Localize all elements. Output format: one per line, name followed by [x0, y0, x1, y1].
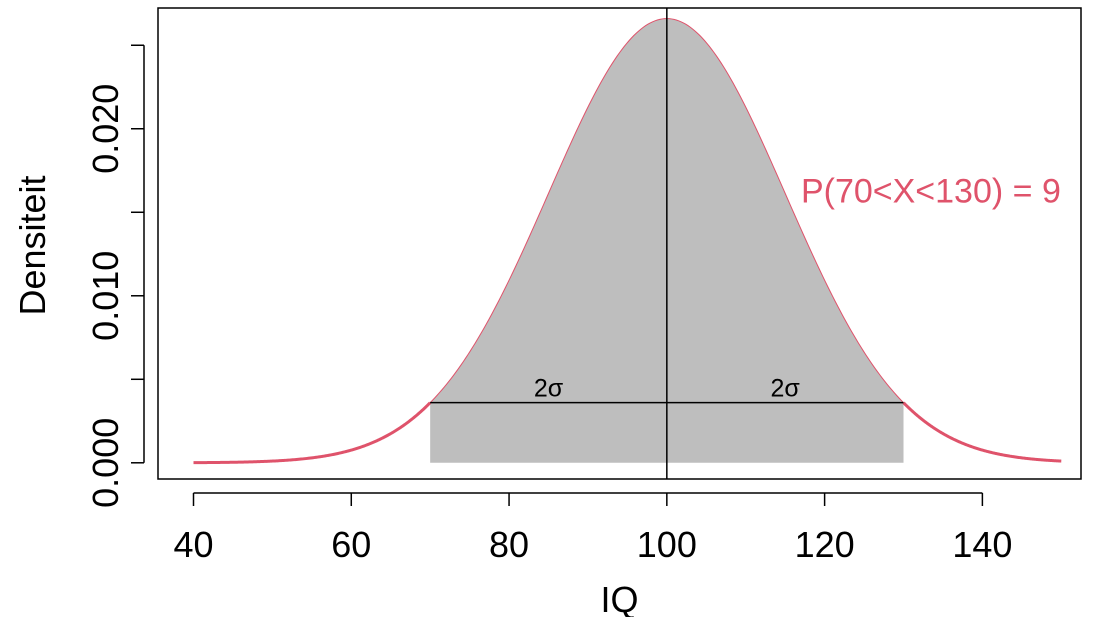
x-tick-label: 60 [331, 524, 371, 565]
y-tick-label: 0.000 [85, 418, 126, 508]
probability-label: P(70<X<130) = 9 [801, 173, 1061, 211]
x-axis-title: IQ [600, 579, 638, 617]
sigma-label-right: 2σ [770, 375, 800, 403]
x-tick-label: 100 [637, 524, 697, 565]
y-axis-title: Densiteit [12, 175, 53, 315]
x-tick-label: 40 [173, 524, 213, 565]
x-tick-label: 120 [795, 524, 855, 565]
plot-area: 2σ 2σ P(70<X<130) = 9 [193, 8, 1062, 479]
sigma-label-left: 2σ [534, 375, 564, 403]
x-tick-label: 140 [952, 524, 1012, 565]
density-curve-right-tail [902, 401, 1062, 463]
x-axis: 40 60 80 100 120 140 [173, 492, 1012, 565]
density-curve-left-tail [193, 401, 432, 465]
y-tick-label: 0.010 [85, 251, 126, 341]
y-tick-label: 0.020 [85, 84, 126, 174]
plot-frame [157, 7, 1082, 480]
y-axis: 0.000 0.010 0.020 [85, 44, 145, 508]
x-tick-label: 80 [489, 524, 529, 565]
